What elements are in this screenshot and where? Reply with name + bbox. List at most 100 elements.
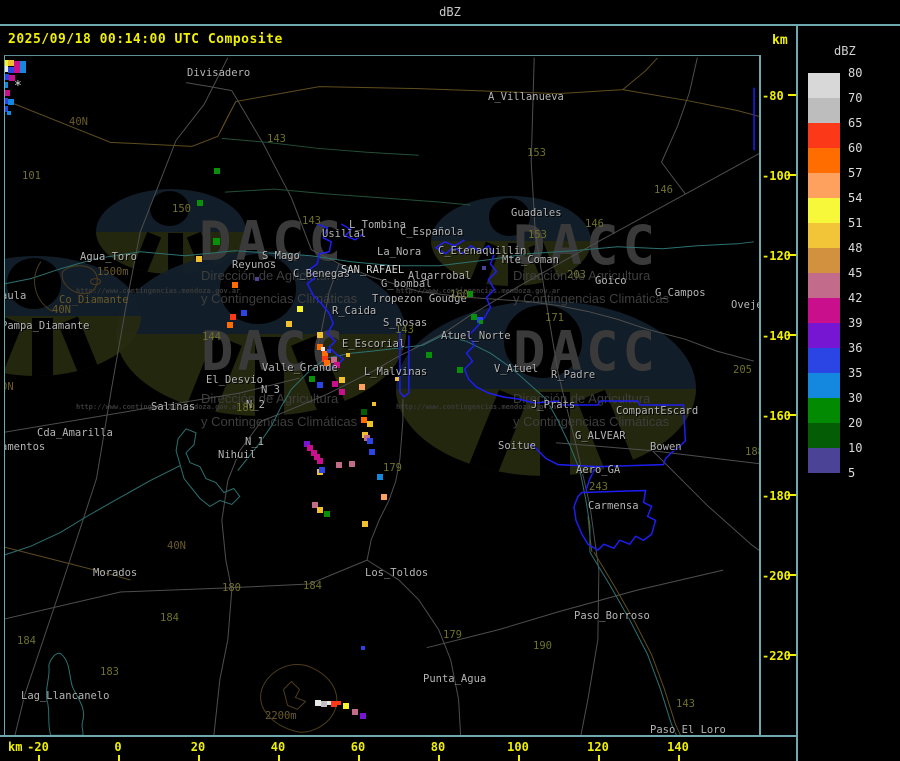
road-number-label: 153 [527,147,546,159]
x-tick-mark [118,755,120,761]
radar-echo-pixel [324,511,330,517]
radar-echo-pixel [5,82,8,88]
watermark-url: http://www.contingencias.mendoza.gov.ar [76,287,241,295]
km-unit-label-top: km [772,33,788,48]
colorbar-tick-label: 51 [848,216,863,230]
road-number-label: 183 [100,666,119,678]
x-tick-label: 60 [350,740,366,754]
dacc-logo-watermark [431,196,591,286]
radar-echo-pixel [369,449,375,455]
colorbar-swatch [808,423,840,448]
colorbar-swatch [808,173,840,198]
place-label: N_2 [246,399,265,411]
colorbar-tick-label: 5 [848,466,856,480]
dacc-watermark-text: DACC [199,210,346,273]
map-path-river [589,551,677,736]
colorbar-swatch [808,223,840,248]
y-tick-label: -80 [762,89,784,103]
radar-echo-pixel [471,314,477,320]
map-path-road [652,450,761,553]
radar-echo-pixel [312,502,318,508]
y-tick-mark [788,254,796,256]
map-path-contour [34,261,53,312]
radar-echo-pixel [5,98,8,104]
x-axis-unit-label: km [8,740,23,754]
place-label: Goico [595,275,627,287]
place-label: Paso_Borroso [574,610,650,622]
radar-echo-pixel [8,60,14,66]
x-tick-mark [358,755,360,761]
place-label: Tropezon Goudge [372,293,467,305]
road-number-label: 190 [533,640,552,652]
radar-echo-pixel [331,357,337,363]
place-label: Algarrobal [408,270,472,282]
map-path-river [5,465,181,556]
road-number-label: 101 [22,170,41,182]
map-path-blue [340,223,364,241]
road-number-label: 150 [172,203,191,215]
place-label: Bowen [650,441,682,453]
road-number-label: 184 [160,612,179,624]
x-tick-label: 120 [587,740,609,754]
colorbar-tick-label: 57 [848,166,863,180]
dacc-watermark-text: DACC [513,320,660,383]
radar-echo-pixel [395,377,399,381]
x-tick-mark [678,755,680,761]
watermark-url: http://www.contingencias.mendoza.gov.ar [396,403,561,411]
place-label: Atuel_Norte [441,330,511,342]
place-label: Paso_El_Loro [650,724,726,736]
radar-echo-pixel [8,99,14,105]
radar-echo-pixel [297,306,303,312]
geo-label: 2200m [265,710,297,722]
place-label: J_Prats [531,399,576,411]
title-bar: dBZ [0,0,900,26]
map-path-river [175,428,241,508]
watermark-caption: Dirección de Agricultura y Contingencias … [201,391,358,429]
logo-leaf-gap [507,242,524,286]
map-path-river [5,241,755,285]
place-label: Oveje [731,299,761,311]
colorbar-tick-label: 30 [848,391,863,405]
place-label: V_Atuel [494,363,539,375]
road-number-label: 146 [585,218,604,230]
map-path-road [660,57,698,195]
map-path-road [311,249,471,299]
place-label: S_Mago [262,250,300,262]
map-path-blue [306,223,345,370]
y-tick-mark [788,654,796,656]
geo-label: Co_Diamante [59,294,129,306]
road-number-label: 160 [450,289,469,301]
road-number-label: 143 [267,133,286,145]
map-path-road [5,377,300,433]
radar-echo-pixel [317,507,323,513]
colorbar-swatch [808,248,840,273]
x-tick-label: 80 [430,740,446,754]
radar-echo-pixel [359,384,365,390]
geo-label: 40N [69,116,88,128]
radar-map-canvas[interactable]: DACC DACC DACC DACC Dirección de Agricultura… [4,55,761,737]
radar-echo-pixel [20,67,26,73]
y-tick-mark [788,574,796,576]
colorbar-tick-label: 54 [848,191,863,205]
x-tick-mark [598,755,600,761]
map-path-road [443,152,761,334]
colorbar-tick-label: 10 [848,441,863,455]
radar-echo-pixel [361,417,367,423]
page-title: dBZ [439,5,461,19]
radar-echo-pixel [8,67,14,73]
map-path-brown [219,101,237,133]
y-tick-label: -120 [762,249,791,263]
map-path-road [5,559,368,620]
radar-echo-pixel [339,377,345,383]
map-path-road [366,398,404,561]
road-number-label: 179 [443,629,462,641]
watermark-url: http://www.contingencias.mendoza.gov.ar [396,287,561,295]
radar-echo-pixel [334,362,340,368]
radar-echo-pixel [317,332,323,338]
logo-eye-icon [150,190,189,227]
y-tick-label: -220 [762,649,791,663]
radar-echo-pixel [482,266,486,270]
map-path-blue [399,331,410,399]
place-label: amentos [4,441,46,453]
place-label: Lag_Llancanelo [21,690,110,702]
